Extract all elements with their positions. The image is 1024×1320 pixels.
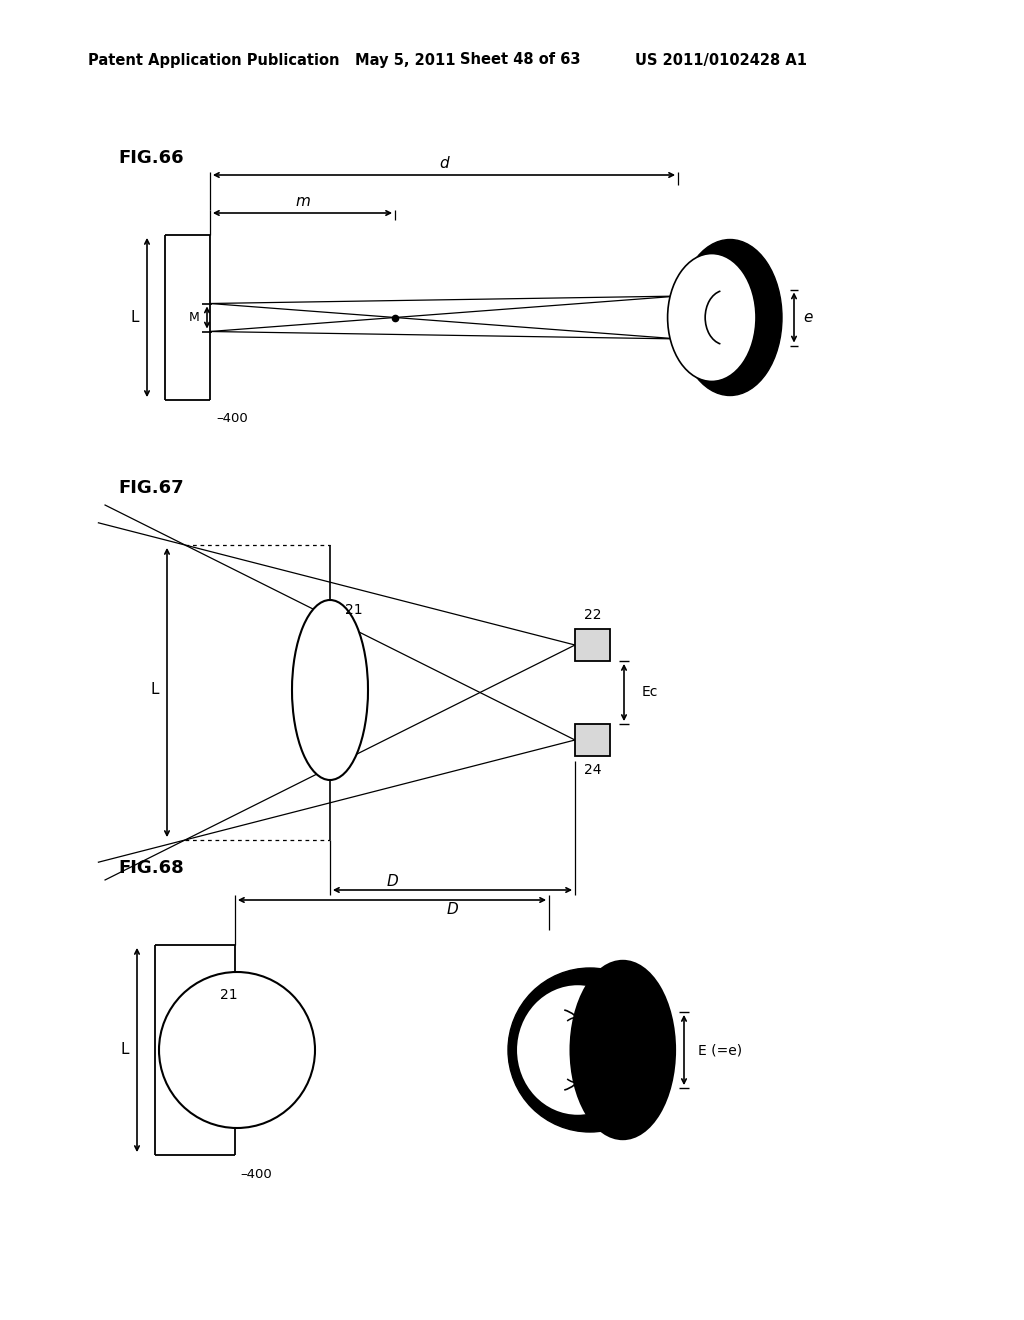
Text: m: m <box>295 194 310 209</box>
Text: May 5, 2011: May 5, 2011 <box>355 53 456 67</box>
Text: D: D <box>386 874 398 890</box>
Text: 21: 21 <box>220 987 238 1002</box>
Text: M: M <box>188 312 200 323</box>
Ellipse shape <box>668 253 756 381</box>
Circle shape <box>508 968 672 1133</box>
Text: E (=e): E (=e) <box>698 1043 742 1057</box>
Text: –400: –400 <box>240 1168 271 1181</box>
Text: D: D <box>446 903 459 917</box>
Text: Patent Application Publication: Patent Application Publication <box>88 53 340 67</box>
Text: –400: –400 <box>216 412 248 425</box>
Text: 24: 24 <box>584 763 601 777</box>
Text: L: L <box>131 310 139 325</box>
Ellipse shape <box>569 960 676 1140</box>
Text: FIG.68: FIG.68 <box>118 859 183 876</box>
Circle shape <box>159 972 315 1129</box>
Ellipse shape <box>516 985 639 1115</box>
Text: L: L <box>121 1043 129 1057</box>
Text: US 2011/0102428 A1: US 2011/0102428 A1 <box>635 53 807 67</box>
Text: FIG.66: FIG.66 <box>118 149 183 168</box>
Text: FIG.67: FIG.67 <box>118 479 183 498</box>
Text: Ec: Ec <box>642 685 658 700</box>
FancyBboxPatch shape <box>575 630 610 661</box>
Text: Sheet 48 of 63: Sheet 48 of 63 <box>460 53 581 67</box>
Text: d: d <box>439 156 449 170</box>
Ellipse shape <box>292 601 368 780</box>
Text: L: L <box>151 682 160 697</box>
Text: 22: 22 <box>584 609 601 622</box>
Text: e: e <box>803 310 813 325</box>
Ellipse shape <box>678 239 782 396</box>
Text: 21: 21 <box>345 603 362 616</box>
FancyBboxPatch shape <box>575 723 610 756</box>
